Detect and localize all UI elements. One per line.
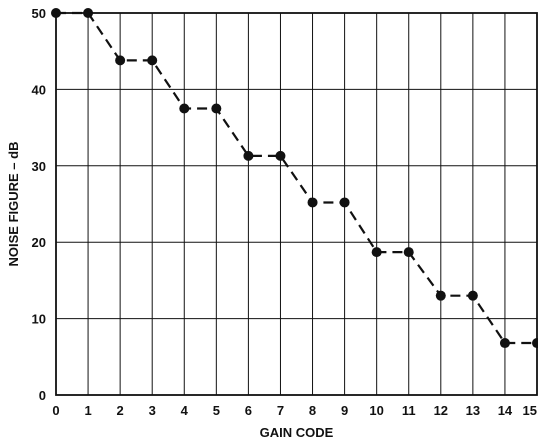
data-point-4 — [179, 103, 190, 114]
data-point-2 — [115, 55, 126, 66]
plot-frame — [55, 12, 538, 396]
x-tick-label-0: 0 — [52, 403, 59, 418]
x-axis-title: GAIN CODE — [260, 425, 334, 440]
x-tick-label-9: 9 — [341, 403, 348, 418]
x-tick-label-13: 13 — [466, 403, 480, 418]
y-tick-label-3: 30 — [32, 159, 46, 174]
x-tick-label-3: 3 — [149, 403, 156, 418]
y-axis-ticks: 0 10 20 30 40 50 — [32, 6, 46, 403]
data-point-10 — [371, 247, 382, 258]
data-point-0 — [51, 8, 61, 18]
x-tick-label-11: 11 — [402, 403, 416, 418]
x-tick-label-14: 14 — [498, 403, 513, 418]
data-point-8 — [307, 197, 318, 208]
grid — [55, 12, 538, 396]
x-tick-label-15: 15 — [523, 403, 537, 418]
x-tick-label-5: 5 — [213, 403, 220, 418]
data-point-15 — [532, 338, 538, 349]
y-tick-label-5: 50 — [32, 6, 46, 21]
y-tick-label-2: 20 — [32, 235, 46, 250]
data-point-12 — [435, 290, 446, 301]
data-point-14 — [499, 338, 510, 349]
x-tick-label-2: 2 — [117, 403, 124, 418]
data-point-7 — [275, 150, 286, 161]
series-line — [56, 11, 537, 345]
x-tick-label-12: 12 — [434, 403, 448, 418]
x-tick-label-4: 4 — [181, 403, 189, 418]
data-point-3 — [147, 55, 158, 66]
x-tick-label-6: 6 — [245, 403, 252, 418]
data-point-11 — [403, 247, 414, 258]
data-point-13 — [467, 290, 478, 301]
y-tick-label-1: 10 — [32, 312, 46, 327]
data-point-9 — [339, 197, 350, 208]
x-tick-label-10: 10 — [369, 403, 383, 418]
y-tick-label-4: 40 — [32, 82, 46, 97]
data-point-1 — [83, 8, 94, 18]
data-points — [51, 8, 538, 349]
x-axis-ticks: 0 1 2 3 4 5 6 7 8 9 10 11 12 13 14 15 — [52, 403, 537, 418]
x-tick-label-7: 7 — [277, 403, 284, 418]
x-tick-label-1: 1 — [84, 403, 91, 418]
data-point-6 — [243, 150, 254, 161]
data-point-5 — [211, 103, 222, 114]
x-tick-label-8: 8 — [309, 403, 316, 418]
y-axis-title: NOISE FIGURE – dB — [6, 142, 21, 267]
y-tick-label-0: 0 — [39, 388, 46, 403]
